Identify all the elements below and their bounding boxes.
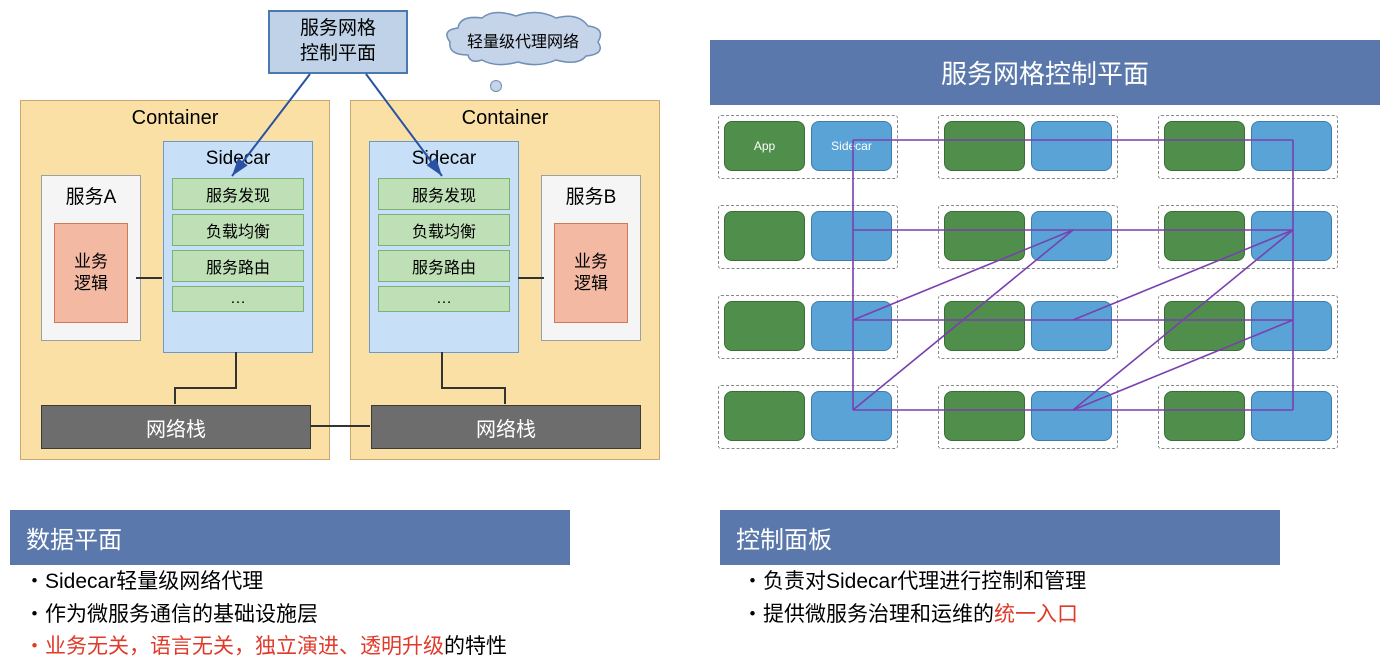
control-plane-box: 服务网格 控制平面 xyxy=(268,10,408,74)
bullet-row: ・作为微服务通信的基础设施层 xyxy=(24,599,507,632)
sidecar-feature-item: … xyxy=(172,286,304,312)
sidecar-title: Sidecar xyxy=(164,142,312,174)
bullet-segment: ・Sidecar轻量级网络代理 xyxy=(24,570,263,593)
pod xyxy=(1158,205,1338,269)
sidecar-feature-item: 服务发现 xyxy=(378,178,510,210)
sidecar-chip xyxy=(1251,301,1332,351)
bullet-row: ・业务无关，语言无关，独立演进、透明升级的特性 xyxy=(24,631,507,664)
pod xyxy=(938,115,1118,179)
container-label: Container xyxy=(351,107,659,130)
sidecar-feature-item: 服务路由 xyxy=(378,250,510,282)
network-stack: 网络栈 xyxy=(41,405,311,449)
bullet-row: ・负责对Sidecar代理进行控制和管理 xyxy=(742,566,1086,599)
sidecar-chip: Sidecar xyxy=(811,121,892,171)
container-label: Container xyxy=(21,107,329,130)
sidecar-chip xyxy=(1251,121,1332,171)
service-column: 服务A 业务 逻辑 xyxy=(41,175,141,341)
section-title: 控制面板 xyxy=(736,527,832,554)
pod-grid: AppSidecar xyxy=(710,115,1380,495)
sidecar-title: Sidecar xyxy=(370,142,518,174)
sidecar-chip xyxy=(811,211,892,261)
sidecar-chip xyxy=(1031,391,1112,441)
sidecar-feature-item: 负载均衡 xyxy=(172,214,304,246)
container-a: Container 服务A 业务 逻辑 Sidecar 服务发现负载均衡服务路由 … 网络栈 xyxy=(20,100,330,460)
bullet-row: ・提供微服务治理和运维的统一入口 xyxy=(742,599,1086,632)
app-chip xyxy=(724,301,805,351)
app-chip xyxy=(1164,301,1245,351)
app-chip xyxy=(944,391,1025,441)
sidecar-chip xyxy=(1031,211,1112,261)
bullets-data-plane: ・Sidecar轻量级网络代理・作为微服务通信的基础设施层・业务无关，语言无关，… xyxy=(24,566,507,664)
pod xyxy=(938,385,1118,449)
sidecar-chip xyxy=(1251,211,1332,261)
business-logic-box: 业务 逻辑 xyxy=(554,223,628,323)
pod xyxy=(718,295,898,359)
right-header: 服务网格控制平面 xyxy=(710,40,1380,105)
sidecar-column: Sidecar 服务发现负载均衡服务路由 … xyxy=(369,141,519,353)
bullets-control-panel: ・负责对Sidecar代理进行控制和管理・提供微服务治理和运维的统一入口 xyxy=(742,566,1086,631)
bullet-segment: ・提供微服务治理和运维的 xyxy=(742,603,994,626)
control-plane-label: 服务网格 控制平面 xyxy=(300,17,376,66)
app-chip: App xyxy=(724,121,805,171)
left-diagram: 服务网格 控制平面 轻量级代理网络 Container 服务A 业务 逻辑 Sidec… xyxy=(10,0,690,480)
sidecar-column: Sidecar 服务发现负载均衡服务路由 … xyxy=(163,141,313,353)
sidecar-feature-item: … xyxy=(378,286,510,312)
bullet-segment: 业务无关，语言无关，独立演进、透明升级 xyxy=(45,635,444,658)
bullet-segment: 的特性 xyxy=(444,635,507,658)
pod xyxy=(938,295,1118,359)
app-chip xyxy=(944,301,1025,351)
sidecar-feature-item: 负载均衡 xyxy=(378,214,510,246)
pod xyxy=(718,205,898,269)
bullet-segment: ・ xyxy=(24,635,45,658)
app-chip xyxy=(1164,391,1245,441)
app-chip xyxy=(1164,121,1245,171)
bullet-segment: ・作为微服务通信的基础设施层 xyxy=(24,603,318,626)
sidecar-feature-item: 服务路由 xyxy=(172,250,304,282)
bullet-segment: ・负责对Sidecar代理进行控制和管理 xyxy=(742,570,1086,593)
bullet-segment: 统一入口 xyxy=(994,603,1078,626)
pod xyxy=(718,385,898,449)
bullet-row: ・Sidecar轻量级网络代理 xyxy=(24,566,507,599)
app-chip xyxy=(944,121,1025,171)
pod xyxy=(1158,115,1338,179)
container-b: Container 服务B 业务 逻辑 Sidecar 服务发现负载均衡服务路由 … 网络栈 xyxy=(350,100,660,460)
sidecar-chip xyxy=(1031,121,1112,171)
app-chip xyxy=(944,211,1025,261)
business-logic-box: 业务 逻辑 xyxy=(54,223,128,323)
section-header-data-plane: 数据平面 xyxy=(10,510,570,565)
service-title: 服务A xyxy=(42,176,140,213)
pod xyxy=(1158,295,1338,359)
app-chip xyxy=(724,391,805,441)
network-stack: 网络栈 xyxy=(371,405,641,449)
sidecar-chip xyxy=(811,301,892,351)
app-chip xyxy=(724,211,805,261)
proxy-cloud-label: 轻量级代理网络 xyxy=(467,28,579,52)
right-diagram: 服务网格控制平面 AppSidecar xyxy=(710,40,1380,480)
pod xyxy=(938,205,1118,269)
pod xyxy=(1158,385,1338,449)
section-title: 数据平面 xyxy=(26,527,122,554)
service-title: 服务B xyxy=(542,176,640,213)
sidecar-chip xyxy=(1031,301,1112,351)
thought-dot-icon xyxy=(490,80,502,92)
proxy-cloud: 轻量级代理网络 xyxy=(438,10,608,70)
pod: AppSidecar xyxy=(718,115,898,179)
sidecar-chip xyxy=(1251,391,1332,441)
app-chip xyxy=(1164,211,1245,261)
service-column: 服务B 业务 逻辑 xyxy=(541,175,641,341)
section-header-control-panel: 控制面板 xyxy=(720,510,1280,565)
right-header-label: 服务网格控制平面 xyxy=(941,59,1149,89)
sidecar-chip xyxy=(811,391,892,441)
sidecar-feature-item: 服务发现 xyxy=(172,178,304,210)
